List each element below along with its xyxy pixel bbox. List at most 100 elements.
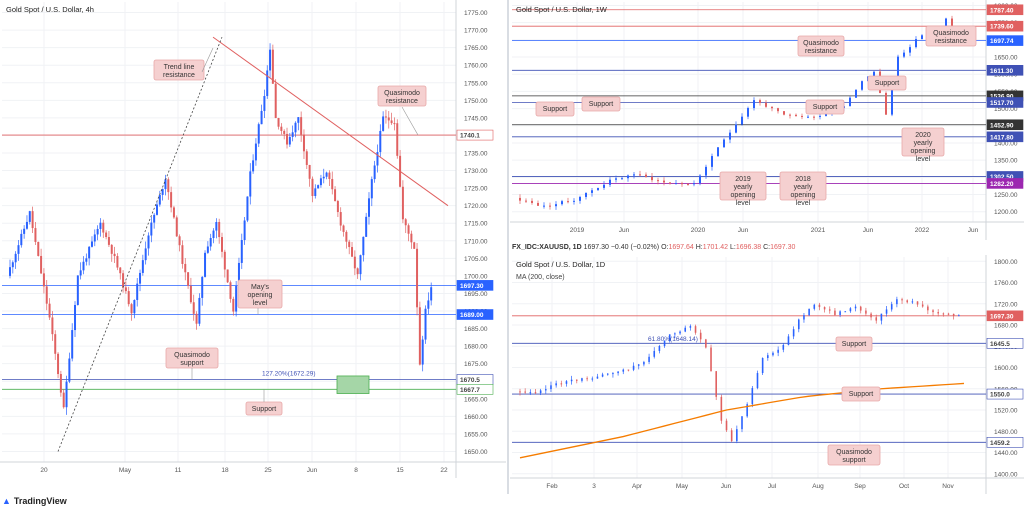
y-tick-label: 1770.00 bbox=[464, 28, 488, 35]
chart-daily-panel[interactable]: 1400.001440.001480.001520.001560.001600.… bbox=[510, 255, 1024, 494]
candle-body bbox=[555, 204, 557, 207]
candle-body bbox=[9, 267, 11, 276]
candle-body bbox=[11, 262, 14, 268]
candle-body bbox=[82, 261, 85, 271]
fib-retracement-label: 61.80%(1648.14) bbox=[648, 336, 698, 343]
candle-body bbox=[382, 116, 385, 131]
chart-weekly-svg[interactable]: 1200.001250.001300.001350.001400.001450.… bbox=[510, 0, 1024, 240]
candle-body bbox=[674, 333, 676, 335]
candle-body bbox=[921, 35, 923, 40]
candle-body bbox=[915, 39, 917, 48]
annotation-support-1-bg bbox=[867, 75, 907, 91]
candle-body bbox=[396, 123, 399, 156]
candle-body bbox=[404, 219, 407, 226]
candle-body bbox=[653, 350, 656, 357]
candle-body bbox=[430, 287, 433, 301]
candle-body bbox=[767, 355, 769, 359]
candle-body bbox=[524, 391, 526, 393]
candle-body bbox=[127, 291, 130, 305]
candle-body bbox=[65, 381, 68, 408]
candle-body bbox=[353, 256, 356, 269]
candle-body bbox=[586, 378, 588, 380]
y-tick-label: 1800.00 bbox=[994, 259, 1018, 266]
candle-body bbox=[376, 152, 379, 166]
chart-title: Gold Spot / U.S. Dollar, 1W bbox=[516, 5, 608, 14]
x-tick-label: Jul bbox=[768, 483, 777, 490]
candle-body bbox=[549, 205, 551, 207]
candle-body bbox=[342, 225, 345, 232]
price-tag-bg bbox=[986, 131, 1024, 143]
candle-body bbox=[147, 235, 150, 249]
candle-body bbox=[62, 392, 65, 408]
x-tick-label: 11 bbox=[175, 467, 182, 474]
close-value: 1697.30 bbox=[770, 244, 796, 251]
candle-body bbox=[237, 262, 240, 287]
candle-body bbox=[911, 301, 914, 303]
annotation-2019-yearly-opening-bg bbox=[719, 171, 767, 201]
candle-body bbox=[48, 303, 51, 318]
candle-body bbox=[622, 369, 625, 372]
x-tick-label: Jun bbox=[738, 227, 749, 234]
chart-4h-svg[interactable]: 1650.001655.001660.001665.001670.001675.… bbox=[0, 0, 506, 478]
candle-body bbox=[736, 429, 738, 442]
x-tick-label: 2020 bbox=[691, 227, 706, 234]
candle-body bbox=[725, 420, 728, 431]
candle-body bbox=[178, 236, 181, 246]
candle-body bbox=[96, 228, 99, 235]
annotation-support-1645-bg bbox=[835, 336, 873, 352]
candle-body bbox=[356, 268, 359, 275]
candle-body bbox=[795, 114, 797, 116]
x-tick-label: Apr bbox=[632, 483, 643, 490]
x-tick-label: 8 bbox=[354, 467, 358, 474]
chart-daily-svg[interactable]: 1400.001440.001480.001520.001560.001600.… bbox=[510, 255, 1024, 494]
panel-divider-vertical[interactable] bbox=[507, 0, 509, 494]
candle-body bbox=[621, 178, 623, 180]
price-tag-label: 1550.0 bbox=[990, 392, 1010, 399]
y-tick-label: 1705.00 bbox=[464, 256, 488, 263]
candle-body bbox=[427, 300, 430, 309]
price-tag-bg bbox=[986, 4, 1024, 16]
candle-body bbox=[37, 241, 40, 256]
annotation-quasimodo-support: support bbox=[180, 360, 203, 367]
tradingview-logo[interactable]: ▲ TradingView bbox=[2, 496, 67, 506]
candle-body bbox=[189, 285, 192, 303]
candle-body bbox=[591, 378, 594, 380]
x-tick-label: Jun bbox=[968, 227, 979, 234]
candle-body bbox=[615, 178, 617, 180]
candle-body bbox=[246, 196, 249, 221]
candle-body bbox=[932, 310, 934, 313]
candle-body bbox=[93, 234, 96, 242]
annotation-quasimodo-resistance: resistance bbox=[386, 98, 418, 105]
candle-body bbox=[314, 188, 317, 197]
y-tick-label: 1520.00 bbox=[994, 408, 1018, 415]
annotation-quasimodo-resistance-1: resistance bbox=[805, 48, 837, 55]
candle-body bbox=[772, 352, 774, 356]
candle-body bbox=[679, 331, 681, 334]
annotation-support-1: Support bbox=[875, 80, 900, 87]
candle-body bbox=[79, 270, 82, 276]
candle-body bbox=[543, 205, 545, 207]
y-tick-label: 1775.00 bbox=[464, 10, 488, 17]
candle-body bbox=[684, 327, 687, 332]
annotation-quasimodo-resistance-2: resistance bbox=[935, 38, 967, 45]
candle-body bbox=[286, 133, 289, 145]
candle-body bbox=[627, 369, 630, 371]
candle-body bbox=[413, 242, 416, 249]
chart-title: Gold Spot / U.S. Dollar, 1D bbox=[516, 260, 606, 269]
candle-body bbox=[855, 89, 857, 98]
y-tick-label: 1700.00 bbox=[464, 273, 488, 280]
candle-body bbox=[947, 313, 950, 315]
candle-body bbox=[107, 237, 110, 245]
chart-4h-panel[interactable]: 1650.001655.001660.001665.001670.001675.… bbox=[0, 0, 506, 478]
candle-body bbox=[765, 102, 767, 107]
price-tag-label: 1536.90 bbox=[990, 93, 1014, 100]
annotation-support: Support bbox=[252, 406, 277, 413]
candle-body bbox=[573, 200, 575, 202]
candle-body bbox=[730, 430, 733, 442]
candle-body bbox=[119, 267, 122, 274]
candle-body bbox=[90, 241, 93, 247]
candle-body bbox=[715, 371, 717, 397]
chart-weekly-panel[interactable]: 1200.001250.001300.001350.001400.001450.… bbox=[510, 0, 1024, 240]
candle-body bbox=[254, 143, 257, 161]
candle-body bbox=[792, 329, 795, 337]
